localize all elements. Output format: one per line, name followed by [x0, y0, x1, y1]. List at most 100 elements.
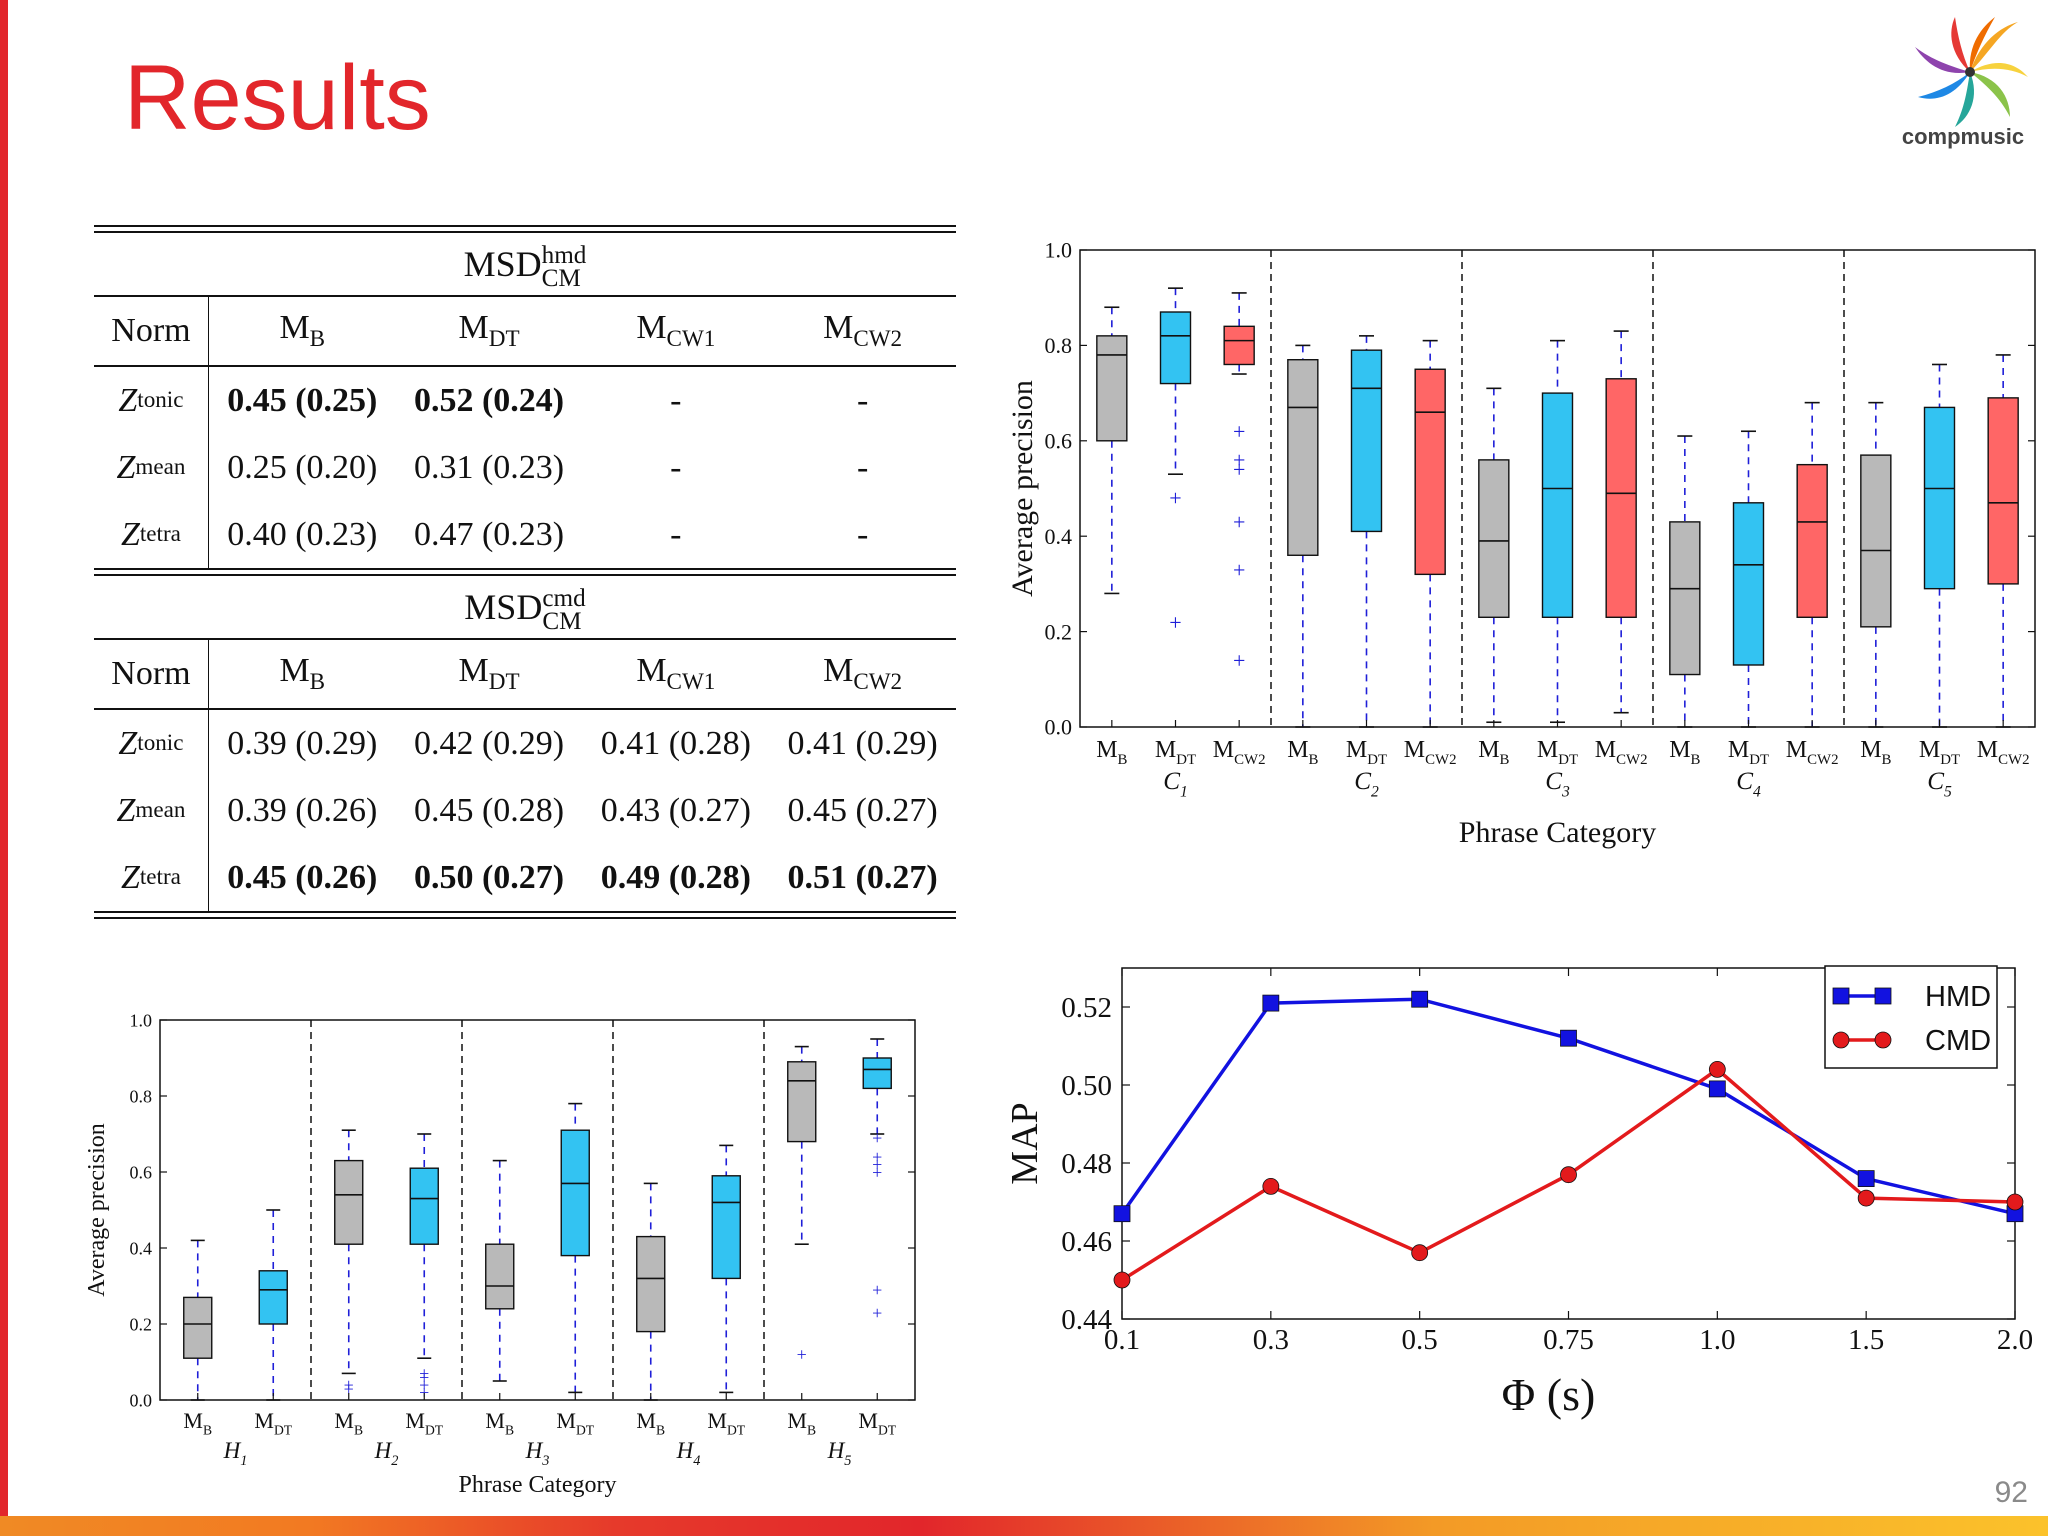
- y-tick-label: 0.0: [130, 1390, 153, 1410]
- box: [258, 1270, 288, 1325]
- table-cell: 0.39 (0.26): [227, 791, 378, 829]
- x-tick-label-sub: CW2: [1998, 752, 2029, 768]
- x-tick-label-main: M: [183, 1408, 203, 1433]
- table-cell: 0.52 (0.24): [413, 381, 565, 419]
- header-sub: CW1: [666, 325, 716, 352]
- box: [636, 1235, 666, 1333]
- y-tick-label: 0.4: [130, 1238, 153, 1258]
- point-hmd: [1857, 1170, 1875, 1188]
- header-sub: B: [309, 668, 326, 695]
- y-tick-label: 0.2: [130, 1314, 153, 1334]
- category-label-sub: 4: [1753, 784, 1761, 801]
- category-label-main: H: [374, 1437, 393, 1463]
- header-cell: MCW2: [769, 309, 956, 353]
- flier: +: [1233, 648, 1245, 673]
- x-tick-label-sub: B: [656, 1423, 665, 1438]
- table-rule: [94, 638, 956, 640]
- table-cell: 0.41 (0.29): [787, 724, 938, 762]
- x-tick-label-sub: DT: [878, 1423, 897, 1438]
- table-double-rule: [94, 225, 956, 233]
- group-title-sup: cmd: [542, 585, 586, 613]
- table-cell: 0.47 (0.23): [413, 515, 565, 553]
- x-tick-label-sub: B: [1118, 752, 1128, 768]
- left-accent-bar: [0, 0, 8, 1536]
- x-tick-label: MDT: [1537, 737, 1578, 768]
- category-label-sub: 2: [1371, 784, 1379, 801]
- flier: +: [1233, 557, 1245, 582]
- legend-marker: [1874, 1031, 1892, 1049]
- x-tick-label-sub: B: [203, 1423, 212, 1438]
- point-hmd: [1113, 1205, 1131, 1223]
- table-cell: 0.42 (0.29): [413, 724, 565, 762]
- x-tick-label-main: M: [1346, 737, 1367, 763]
- box: [1096, 335, 1128, 442]
- box: [1605, 378, 1637, 618]
- point-hmd: [1560, 1029, 1577, 1047]
- header-sub: CW2: [853, 325, 903, 352]
- category-label: C4: [1736, 768, 1761, 801]
- table-group-title: MSDcmd CM: [94, 576, 956, 638]
- row-label-main: Z: [118, 724, 138, 762]
- x-tick-label-main: M: [1669, 737, 1690, 763]
- category-label: H3: [525, 1437, 550, 1469]
- header-cell: MCW2: [769, 652, 956, 696]
- x-tick-label-main: M: [787, 1408, 807, 1433]
- x-tick-label: MDT: [556, 1408, 594, 1438]
- x-tick-label-sub: B: [807, 1423, 816, 1438]
- category-label: H2: [374, 1437, 399, 1469]
- group-title-sup: hmd: [541, 242, 587, 270]
- legend-box: [1824, 965, 1998, 1069]
- box: [1923, 406, 1956, 590]
- y-tick-label: 0.50: [1061, 1070, 1112, 1102]
- category-label-main: C: [1736, 768, 1754, 795]
- header-sub: CW1: [666, 668, 716, 695]
- header-main: M: [636, 309, 667, 347]
- box: [485, 1243, 515, 1310]
- category-label: H1: [223, 1437, 248, 1469]
- header-cell: MDT: [396, 652, 583, 696]
- category-label: C3: [1545, 768, 1570, 801]
- legend-label: CMD: [1925, 1025, 1991, 1057]
- row-label-sub: mean: [135, 797, 186, 823]
- x-tick-label-main: M: [1537, 737, 1558, 763]
- legend-marker: [1832, 987, 1850, 1005]
- box: [787, 1061, 817, 1143]
- y-tick-label: 0.6: [130, 1162, 153, 1182]
- point-cmd: [2006, 1193, 2024, 1211]
- category-label-main: C: [1354, 768, 1372, 795]
- row-label-sub: tetra: [139, 864, 181, 890]
- x-tick-label-main: M: [1728, 737, 1749, 763]
- x-axis-label: Phrase Category: [1459, 816, 1656, 849]
- x-tick-label: MB: [636, 1408, 665, 1438]
- point-cmd: [1560, 1166, 1577, 1184]
- category-label-sub: 2: [391, 1453, 398, 1469]
- x-tick-label-main: M: [1478, 737, 1499, 763]
- x-tick-label: 0.1: [1104, 1324, 1140, 1356]
- x-tick-label-sub: CW2: [1807, 752, 1838, 768]
- row-label-main: Z: [116, 791, 136, 829]
- flier: +: [872, 1128, 882, 1148]
- x-tick-label: MB: [485, 1408, 514, 1438]
- point-hmd: [1262, 994, 1280, 1012]
- header-cell: Norm: [94, 640, 209, 708]
- table-cell: -: [856, 448, 869, 486]
- x-tick-label: MDT: [254, 1408, 292, 1438]
- x-tick-label-main: M: [636, 1408, 656, 1433]
- table-cell: 0.51 (0.27): [787, 858, 938, 896]
- header-main: M: [636, 652, 667, 690]
- x-tick-label: MB: [1287, 737, 1318, 768]
- x-tick-label-sub: DT: [274, 1423, 293, 1438]
- y-tick-label: 1.0: [130, 1010, 153, 1030]
- flier: +: [872, 1147, 882, 1167]
- x-tick-label: 2.0: [1997, 1324, 2033, 1356]
- flier: +: [1233, 510, 1245, 535]
- table-cell: 0.40 (0.23): [227, 515, 378, 553]
- table-cell: 0.25 (0.20): [227, 448, 378, 486]
- y-tick-label: 0.48: [1061, 1148, 1112, 1180]
- x-tick-label-main: M: [1287, 737, 1308, 763]
- flier: +: [872, 1162, 882, 1182]
- x-tick-label: 0.75: [1543, 1324, 1594, 1356]
- flier: +: [344, 1375, 354, 1395]
